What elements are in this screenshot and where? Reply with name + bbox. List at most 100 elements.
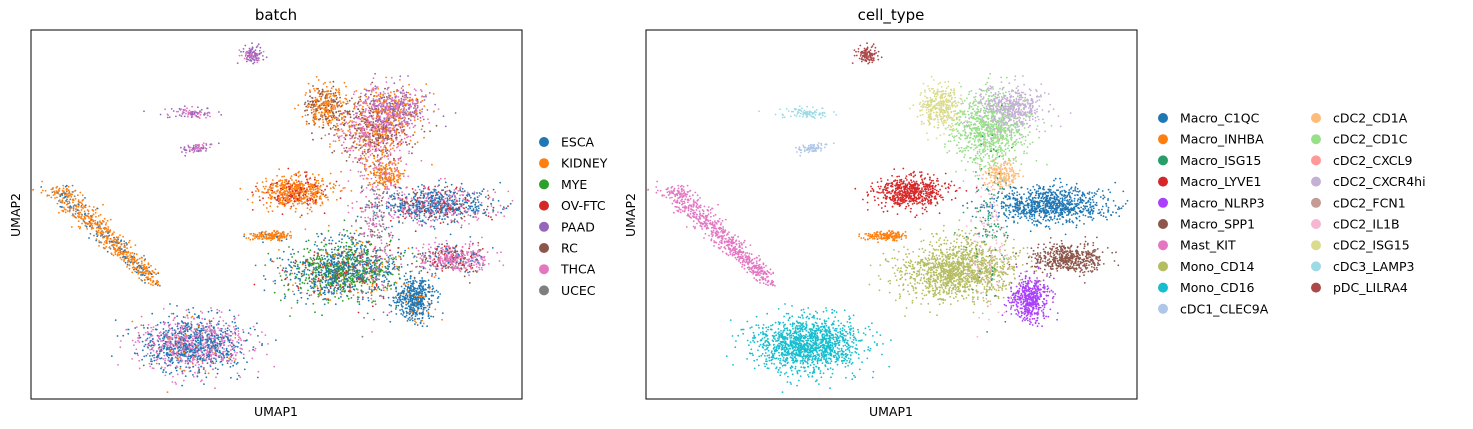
scatter-point — [139, 337, 141, 339]
scatter-point — [226, 348, 228, 350]
scatter-point — [442, 312, 444, 314]
scatter-point — [279, 257, 281, 259]
scatter-point — [387, 283, 389, 285]
scatter-point — [330, 284, 332, 286]
scatter-point — [451, 262, 453, 264]
scatter-point — [427, 260, 429, 262]
scatter-point — [217, 347, 219, 349]
scatter-point — [390, 288, 392, 290]
scatter-point — [394, 193, 396, 195]
scatter-point — [482, 248, 484, 250]
scatter-point — [143, 356, 145, 358]
scatter-point — [307, 298, 309, 300]
scatter-point — [227, 338, 229, 340]
scatter-point — [310, 259, 312, 261]
scatter-point — [407, 210, 409, 212]
scatter-point — [405, 279, 407, 281]
scatter-point — [297, 300, 299, 302]
scatter-point — [340, 265, 342, 267]
scatter-point — [414, 193, 416, 195]
scatter-point — [338, 280, 340, 282]
scatter-point — [310, 285, 312, 287]
scatter-point — [192, 363, 194, 365]
scatter-point — [428, 315, 430, 317]
scatter-point — [298, 278, 300, 280]
scatter-point — [316, 269, 318, 271]
scatter-point — [173, 319, 175, 321]
scatter-point — [203, 343, 205, 345]
scatter-point — [483, 188, 485, 190]
scatter-point — [446, 243, 448, 245]
scatter-point — [239, 376, 241, 378]
scatter-point — [450, 264, 452, 266]
scatter-point — [196, 362, 198, 364]
scatter-point — [376, 250, 378, 252]
scatter-point — [358, 276, 360, 278]
scatter-point — [194, 335, 196, 337]
scatter-point — [392, 263, 394, 265]
scatter-point — [300, 288, 302, 290]
scatter-point — [338, 234, 340, 236]
scatter-point — [481, 258, 483, 260]
scatter-point — [253, 346, 255, 348]
scatter-point — [477, 211, 479, 213]
scatter-point — [291, 179, 293, 181]
scatter-point — [185, 349, 187, 351]
scatter-point — [358, 301, 360, 303]
scatter-point — [190, 370, 192, 372]
scatter-point — [433, 226, 435, 228]
scatter-point — [335, 303, 337, 305]
scatter-point — [459, 200, 461, 202]
scatter-point — [356, 274, 358, 276]
scatter-point — [415, 322, 417, 324]
scatter-point — [462, 188, 464, 190]
scatter-point — [117, 364, 119, 366]
scatter-point — [458, 263, 460, 265]
scatter-point — [206, 339, 208, 341]
scatter-point — [465, 211, 467, 213]
scatter-point — [410, 286, 412, 288]
scatter-point — [467, 214, 469, 216]
scatter-point — [379, 256, 381, 258]
scatter-point — [226, 349, 228, 351]
scatter-point — [460, 267, 462, 269]
scatter-point — [428, 203, 430, 205]
scatter-point — [181, 370, 183, 372]
scatter-point — [360, 281, 362, 283]
scatter-point — [390, 240, 392, 242]
scatter-point — [225, 336, 227, 338]
scatter-point — [372, 256, 374, 258]
scatter-point — [445, 248, 447, 250]
scatter-point — [433, 207, 435, 209]
scatter-point — [222, 343, 224, 345]
scatter-point — [209, 321, 211, 323]
scatter-point — [313, 282, 315, 284]
scatter-point — [330, 279, 332, 281]
scatter-point — [473, 193, 475, 195]
scatter-point — [376, 289, 378, 291]
scatter-point — [291, 256, 293, 258]
scatter-point — [336, 262, 338, 264]
scatter-point — [495, 214, 497, 216]
scatter-point — [370, 266, 372, 268]
scatter-point — [477, 255, 479, 257]
scatter-point — [415, 204, 417, 206]
scatter-point — [208, 333, 210, 335]
scatter-point — [476, 206, 478, 208]
scatter-point — [307, 269, 309, 271]
scatter-point — [234, 337, 236, 339]
scatter-point — [211, 346, 213, 348]
scatter-point — [438, 255, 440, 257]
scatter-point — [373, 282, 375, 284]
scatter-point — [417, 300, 419, 302]
scatter-point — [190, 327, 192, 329]
scatter-point — [204, 355, 206, 357]
scatter-point — [192, 374, 194, 376]
scatter-point — [218, 310, 220, 312]
scatter-point — [313, 262, 315, 264]
scatter-point — [198, 327, 200, 329]
scatter-point — [185, 354, 187, 356]
scatter-point — [234, 351, 236, 353]
scatter-point — [344, 234, 346, 236]
scatter-point — [317, 293, 319, 295]
